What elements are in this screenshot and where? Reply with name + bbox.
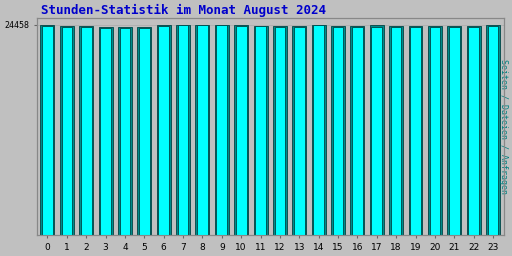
Bar — [352, 27, 362, 235]
Bar — [313, 25, 324, 235]
Bar — [42, 26, 53, 235]
Bar — [468, 27, 479, 235]
Bar — [158, 26, 169, 235]
Bar — [157, 25, 170, 235]
Bar — [410, 27, 421, 235]
Bar — [120, 28, 130, 235]
Bar — [40, 25, 54, 235]
Bar — [371, 27, 382, 235]
Bar — [292, 26, 306, 235]
Bar — [294, 27, 305, 235]
Bar — [409, 26, 422, 235]
Bar — [99, 27, 113, 235]
Bar — [273, 26, 287, 235]
Bar — [100, 28, 111, 235]
Bar — [118, 27, 132, 235]
Bar — [197, 25, 208, 235]
Y-axis label: Seiten / Dateien / Anfragen: Seiten / Dateien / Anfragen — [499, 59, 508, 194]
Bar — [79, 26, 93, 235]
Bar — [389, 26, 403, 235]
Bar — [139, 28, 150, 235]
Bar — [447, 26, 461, 235]
Bar — [333, 27, 344, 235]
Bar — [370, 25, 384, 235]
Bar — [486, 25, 500, 235]
Bar — [488, 26, 498, 235]
Bar — [176, 25, 190, 235]
Bar — [60, 26, 74, 235]
Bar — [253, 26, 268, 235]
Bar — [312, 25, 326, 235]
Bar — [350, 26, 365, 235]
Bar — [217, 25, 227, 235]
Bar — [236, 26, 246, 235]
Bar — [466, 26, 481, 235]
Bar — [234, 25, 248, 235]
Bar — [428, 26, 442, 235]
Text: Stunden-Statistik im Monat August 2024: Stunden-Statistik im Monat August 2024 — [41, 4, 327, 17]
Bar — [331, 26, 345, 235]
Bar — [274, 27, 285, 235]
Bar — [81, 27, 92, 235]
Bar — [430, 27, 440, 235]
Bar — [255, 26, 266, 235]
Bar — [196, 25, 209, 235]
Bar — [391, 27, 401, 235]
Bar — [449, 27, 460, 235]
Bar — [178, 25, 188, 235]
Bar — [137, 27, 151, 235]
Bar — [61, 27, 72, 235]
Bar — [215, 25, 229, 235]
